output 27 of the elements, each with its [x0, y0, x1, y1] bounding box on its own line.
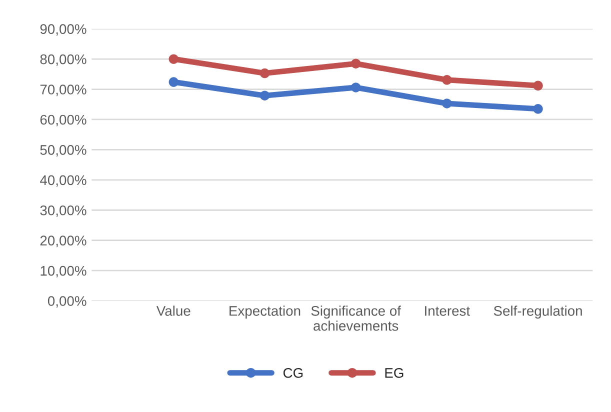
- point: [442, 98, 452, 108]
- y-tick-label: 90,00%: [40, 24, 86, 36]
- y-tick-label: 40,00%: [40, 175, 86, 187]
- x-tick-label: Self-regulation: [494, 306, 582, 319]
- y-tick-label: 50,00%: [40, 145, 86, 157]
- point: [168, 54, 178, 64]
- point: [168, 77, 178, 87]
- legend-label: EG: [385, 368, 404, 378]
- point: [260, 68, 270, 78]
- y-tick-label: 30,00%: [40, 205, 86, 217]
- y-tick-label: 70,00%: [40, 84, 86, 96]
- x-tick-label: Interest: [425, 306, 470, 316]
- y-tick-label: 10,00%: [40, 266, 86, 278]
- point: [350, 58, 361, 68]
- y-tick-label: 60,00%: [40, 114, 86, 126]
- y-tick-label: 20,00%: [40, 236, 86, 248]
- legend-label: CG: [283, 368, 303, 378]
- x-tick-label: Value: [156, 306, 190, 316]
- point: [533, 80, 543, 90]
- y-tick-label: 80,00%: [40, 54, 86, 66]
- x-tick-label: Expectation: [230, 306, 300, 319]
- point: [350, 82, 361, 92]
- point: [260, 90, 270, 100]
- point: [533, 104, 543, 114]
- x-tick-label: Significance of achievements: [311, 306, 402, 331]
- y-tick-label: 0,00%: [48, 296, 86, 308]
- point: [442, 75, 452, 85]
